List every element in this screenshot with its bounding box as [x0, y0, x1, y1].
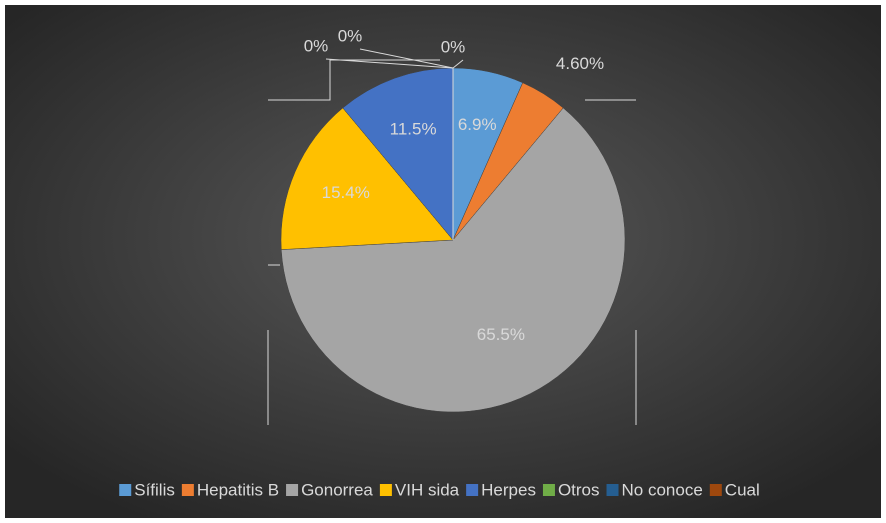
data-label: 6.9%	[458, 115, 497, 134]
legend-swatch	[119, 484, 132, 496]
data-label: 65.5%	[477, 325, 525, 344]
leader-line	[452, 59, 464, 69]
legend-swatch	[542, 484, 555, 496]
legend-swatch	[379, 484, 392, 496]
legend-label: No conoce	[622, 480, 703, 499]
legend-label: Otros	[558, 480, 600, 499]
data-label: 4.60%	[556, 54, 604, 73]
legend-label: Cual	[725, 480, 760, 499]
leader-line	[325, 58, 454, 69]
legend-swatch	[606, 484, 619, 496]
data-label: 0%	[304, 36, 329, 55]
legend-swatch	[181, 484, 194, 496]
data-label: 11.5%	[390, 120, 437, 139]
legend-swatch	[709, 484, 722, 496]
legend-swatch	[286, 484, 299, 496]
legend-label: Sífilis	[134, 480, 175, 499]
legend-label: Gonorrea	[301, 480, 373, 499]
pie-slice	[281, 107, 626, 413]
decor-lines	[267, 59, 637, 425]
leader-line	[359, 48, 454, 69]
pie-slice	[342, 67, 454, 241]
legend-swatch	[466, 484, 479, 496]
data-label: 15.4%	[322, 183, 370, 202]
data-label: 0%	[441, 37, 466, 56]
data-label: 0%	[338, 26, 363, 45]
legend-label: VIH sida	[395, 480, 460, 499]
legend-label: Herpes	[481, 480, 536, 499]
pie-slice	[280, 107, 454, 250]
legend-label: Hepatitis B	[197, 480, 279, 499]
